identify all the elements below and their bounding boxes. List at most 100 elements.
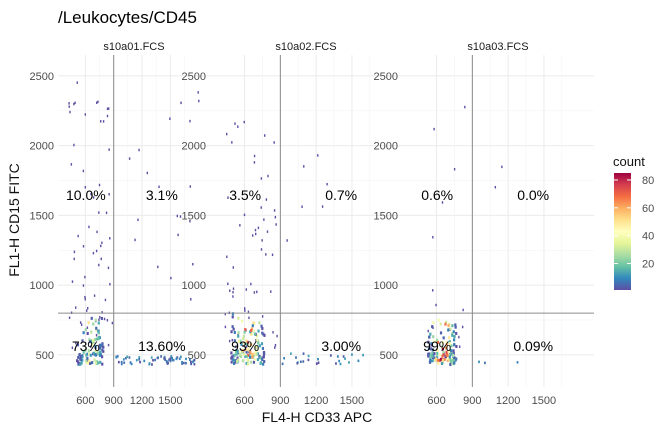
density-cell: [120, 360, 123, 364]
density-cell: [251, 355, 254, 359]
density-cell: [97, 331, 100, 335]
facet-strip-label: s10a03.FCS: [467, 41, 528, 53]
density-cell: [106, 107, 109, 111]
density-cell: [247, 348, 250, 352]
density-cell: [245, 346, 247, 349]
density-cell: [165, 359, 168, 363]
density-cell: [439, 322, 442, 326]
density-cell: [427, 340, 430, 344]
density-cell: [138, 358, 141, 361]
y-tick-label: 2000: [374, 141, 398, 153]
density-cell: [307, 358, 310, 362]
density-cell: [431, 348, 435, 352]
density-cell: [428, 335, 431, 339]
density-cell: [226, 255, 228, 259]
density-cell: [257, 341, 260, 345]
density-cell: [115, 355, 118, 359]
density-cell: [181, 360, 184, 364]
density-cell: [427, 353, 430, 357]
density-cell: [452, 349, 455, 353]
y-tick-label: 2000: [30, 141, 54, 153]
density-cell: [176, 356, 179, 359]
density-cell: [295, 356, 297, 359]
density-cell: [227, 282, 229, 285]
density-cell: [250, 327, 254, 331]
density-cell: [180, 101, 182, 105]
density-cell: [185, 361, 187, 365]
chart-title: /Leukocytes/CD45: [58, 8, 197, 27]
quadrant-label-bottom-left: 99%: [423, 338, 451, 354]
density-cell: [429, 332, 432, 336]
density-cell: [82, 169, 85, 173]
y-tick-label: 1000: [30, 280, 54, 292]
x-tick-label: 900: [105, 395, 123, 407]
density-cell: [442, 353, 445, 357]
density-cell: [235, 359, 239, 363]
x-tick-label: 1500: [340, 395, 364, 407]
density-cell: [244, 309, 246, 312]
density-cell: [229, 289, 231, 292]
facet-strip-label: s10a01.FCS: [103, 41, 164, 53]
density-cell: [438, 353, 442, 357]
y-tick-label: 1500: [182, 210, 206, 222]
density-cell: [102, 349, 105, 353]
density-cell: [236, 349, 239, 353]
density-cell: [437, 318, 440, 322]
density-cell: [301, 205, 303, 209]
density-cell: [444, 346, 448, 350]
density-cell: [116, 355, 119, 358]
density-cell: [85, 353, 88, 357]
density-cell: [243, 307, 246, 310]
density-cell: [436, 359, 439, 363]
density-cell: [168, 358, 171, 362]
density-cell: [78, 353, 81, 357]
density-cell: [101, 241, 103, 245]
density-cell: [88, 338, 91, 342]
quadrant-label-bottom-right: 3.00%: [321, 338, 361, 354]
density-cell: [86, 359, 90, 363]
density-cell: [90, 345, 92, 348]
density-cell: [261, 327, 264, 331]
density-cell: [98, 318, 100, 321]
density-cell: [96, 351, 99, 355]
density-cell: [91, 352, 95, 356]
density-cell: [436, 361, 440, 365]
density-cell: [275, 223, 277, 226]
density-cell: [77, 360, 80, 364]
density-cell: [79, 321, 82, 324]
density-cell: [169, 117, 171, 121]
density-cell: [88, 359, 91, 363]
density-cell: [315, 362, 318, 365]
density-cell: [240, 342, 243, 346]
density-cell: [86, 356, 89, 360]
x-tick-label: 1200: [496, 395, 520, 407]
legend-tick-label: 80: [642, 175, 654, 187]
density-cell: [190, 298, 192, 301]
density-cell: [143, 359, 146, 363]
density-cell: [261, 358, 264, 362]
density-cell: [177, 233, 179, 237]
density-cell: [107, 107, 110, 110]
quadrant-label-bottom-right: 13.60%: [138, 338, 185, 354]
density-cell: [431, 359, 434, 363]
density-cell: [447, 358, 450, 362]
density-cell: [239, 354, 243, 358]
density-cell: [428, 360, 432, 364]
density-cell: [92, 340, 95, 344]
density-cell: [307, 354, 310, 358]
density-cell: [446, 353, 449, 357]
density-cell: [302, 352, 305, 355]
density-cell: [427, 347, 431, 351]
x-tick-label: 600: [235, 395, 253, 407]
facet-panel: s10a03.FCS 0.6% 0.0% 99% 0.09% 600 900 1200 1500…: [374, 41, 594, 407]
density-cell: [231, 141, 233, 144]
density-cell: [351, 353, 353, 356]
density-cell: [245, 288, 248, 291]
density-cell: [302, 360, 305, 363]
density-cell: [93, 351, 96, 355]
density-cell: [445, 342, 449, 346]
density-cell: [235, 345, 237, 349]
density-cell: [435, 355, 439, 359]
density-cell: [97, 100, 99, 104]
y-tick-label: 500: [188, 350, 206, 362]
